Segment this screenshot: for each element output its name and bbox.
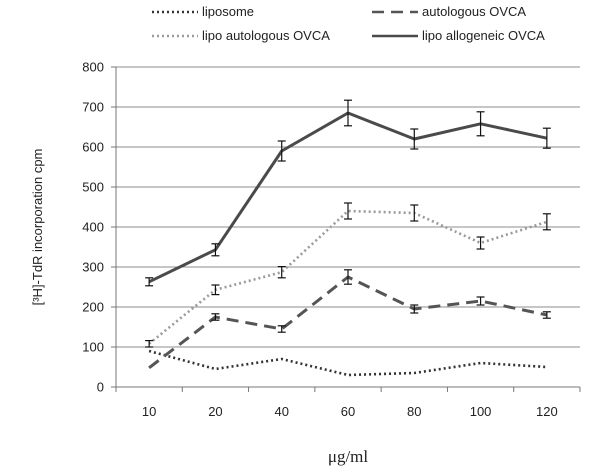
error-bar (277, 266, 286, 279)
legend: liposome autologous OVCA lipo autologous O… (152, 4, 545, 43)
error-bar (476, 111, 485, 137)
y-axis-ticks: 0 100 200 300 400 500 600 700 800 (82, 60, 116, 395)
series-2 (145, 202, 551, 348)
error-bar (542, 213, 551, 231)
legend-label: autologous OVCA (422, 4, 526, 19)
y-tick-label: 700 (82, 100, 104, 115)
error-bar (211, 313, 220, 321)
error-bar (344, 99, 352, 127)
x-tick-label: 60 (341, 404, 355, 419)
x-tick-label: 80 (407, 404, 421, 419)
x-tick-label: 10 (142, 404, 156, 419)
gridlines (116, 66, 580, 348)
error-bar (542, 311, 551, 319)
y-tick-label: 200 (82, 300, 104, 315)
y-tick-label: 500 (82, 180, 104, 195)
series-lines (145, 99, 551, 377)
series-line (148, 111, 548, 284)
y-tick-label: 800 (82, 60, 104, 75)
error-bar (145, 277, 154, 287)
y-tick-label: 300 (82, 260, 104, 275)
legend-item: liposome (152, 4, 254, 19)
error-bar (344, 202, 352, 220)
legend-label: liposome (202, 4, 254, 19)
error-bar (410, 304, 419, 314)
y-axis-title: [³H]-TdR incorporation cpm (30, 149, 45, 306)
error-bar (476, 296, 485, 306)
x-axis-title: μg/ml (328, 447, 369, 466)
x-tick-label: 120 (536, 404, 558, 419)
series-line (148, 349, 547, 377)
x-tick-label: 100 (470, 404, 492, 419)
error-bar (476, 236, 485, 250)
error-bar (211, 284, 220, 296)
y-tick-label: 400 (82, 220, 104, 235)
x-tick-label: 20 (208, 404, 222, 419)
x-tick-label: 40 (274, 404, 288, 419)
legend-item: lipo autologous OVCA (152, 28, 330, 43)
y-tick-label: 600 (82, 140, 104, 155)
y-tick-label: 0 (97, 380, 104, 395)
legend-label: lipo autologous OVCA (202, 28, 330, 43)
legend-label: lipo allogeneic OVCA (422, 28, 545, 43)
error-bar (542, 127, 551, 149)
error-bar (410, 128, 419, 150)
legend-item: autologous OVCA (372, 4, 526, 19)
error-bar (145, 340, 154, 348)
error-bar (410, 204, 419, 222)
series-line (148, 275, 548, 369)
legend-item: lipo allogeneic OVCA (372, 28, 545, 43)
series-3 (145, 99, 551, 287)
x-axis-ticks: 10 20 40 60 80 100 120 (115, 387, 581, 419)
series-0 (148, 349, 547, 377)
error-bar (211, 243, 220, 257)
y-tick-label: 100 (82, 340, 104, 355)
series-1 (148, 269, 551, 369)
error-bar (277, 140, 286, 162)
error-bar (277, 325, 286, 333)
error-bar (344, 269, 352, 285)
